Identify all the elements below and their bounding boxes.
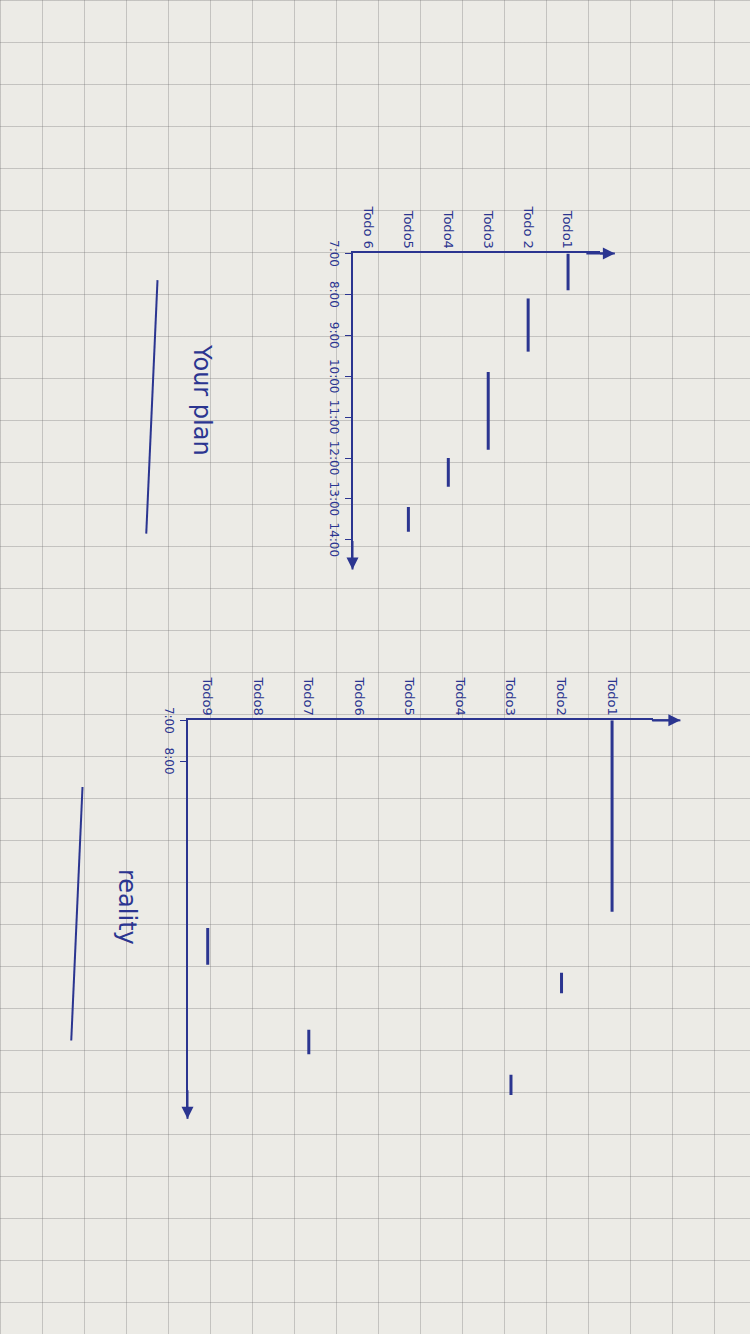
svg-text:Todo6: Todo6 (352, 677, 367, 716)
svg-text:Todo5: Todo5 (402, 677, 417, 716)
svg-text:Todo3: Todo3 (503, 677, 518, 716)
svg-text:Todo3: Todo3 (481, 210, 496, 249)
svg-text:12:00: 12:00 (327, 441, 341, 476)
svg-text:8:00: 8:00 (162, 748, 176, 775)
svg-text:reality: reality (113, 869, 141, 945)
svg-text:7:00: 7:00 (162, 707, 176, 734)
svg-text:Todo9: Todo9 (200, 677, 215, 716)
svg-text:10:00: 10:00 (327, 359, 341, 394)
svg-text:11:00: 11:00 (327, 400, 341, 435)
svg-text:Todo 6: Todo 6 (361, 206, 376, 249)
svg-text:Your plan: Your plan (188, 344, 216, 456)
svg-text:Todo2: Todo2 (554, 677, 569, 716)
svg-text:Todo4: Todo4 (441, 210, 456, 249)
svg-text:Todo4: Todo4 (453, 677, 468, 716)
svg-text:Todo 2: Todo 2 (521, 206, 536, 249)
svg-text:Todo1: Todo1 (605, 677, 620, 716)
svg-text:Todo1: Todo1 (561, 210, 576, 249)
svg-text:Todo7: Todo7 (301, 677, 316, 716)
svg-text:7:00: 7:00 (327, 240, 341, 267)
svg-text:8:00: 8:00 (327, 281, 341, 308)
svg-text:13:00: 13:00 (327, 482, 341, 517)
svg-text:Todo8: Todo8 (251, 677, 266, 716)
svg-text:14:00: 14:00 (327, 523, 341, 558)
svg-text:9:00: 9:00 (327, 322, 341, 349)
svg-text:Todo5: Todo5 (401, 210, 416, 249)
